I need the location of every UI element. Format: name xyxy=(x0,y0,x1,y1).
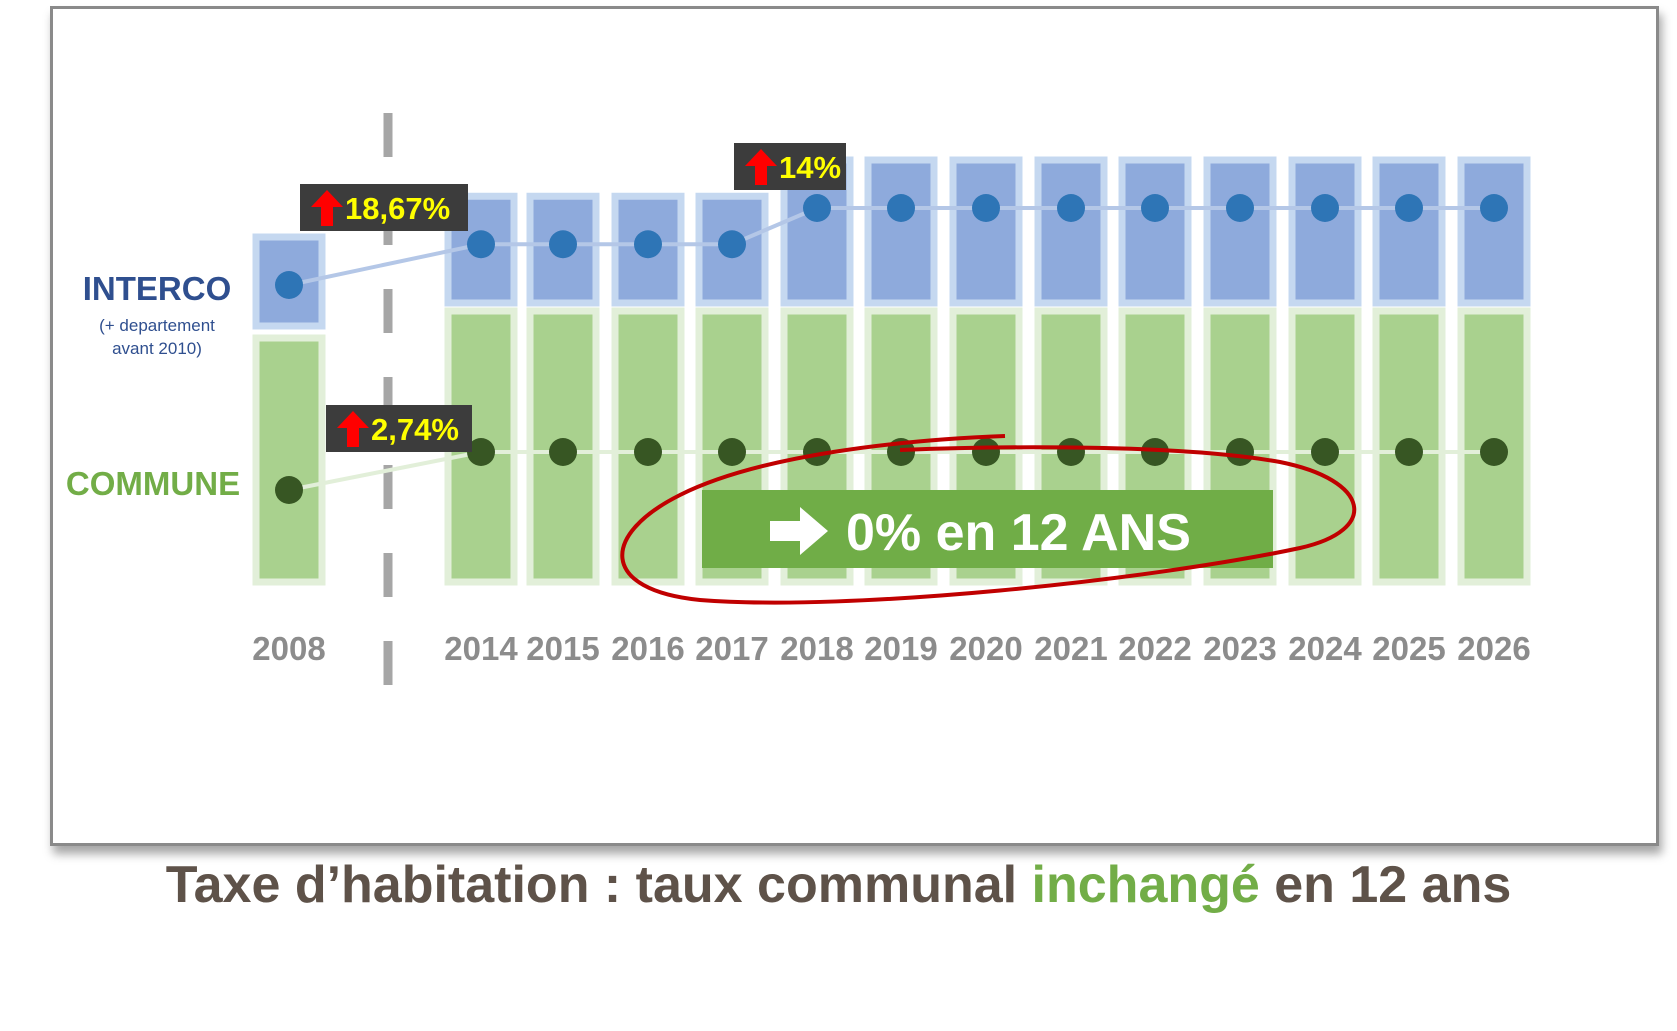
interco-bar xyxy=(1203,156,1277,307)
interco-point xyxy=(718,230,746,259)
caption-before: Taxe d’habitation : taux communal xyxy=(165,856,1032,914)
series-label-interco: INTERCO xyxy=(83,270,232,307)
year-label: 2024 xyxy=(1288,630,1362,667)
year-label: 2025 xyxy=(1372,630,1445,667)
commune-point xyxy=(549,438,577,466)
commune-line xyxy=(288,450,1494,492)
interco-point xyxy=(1395,194,1423,222)
commune-point xyxy=(1395,438,1423,466)
interco-bar xyxy=(1288,156,1362,307)
interco-point xyxy=(887,194,915,222)
interco-bar xyxy=(695,192,769,307)
interco-point xyxy=(634,230,662,259)
year-label: 2016 xyxy=(611,630,684,667)
caption-after: en 12 ans xyxy=(1259,856,1512,914)
interco-point xyxy=(1480,194,1508,222)
callout: 0% en 12 ANS xyxy=(702,490,1273,568)
series-note-interco: (+ departement xyxy=(99,316,215,335)
caption: Taxe d’habitation : taux communal inchan… xyxy=(0,855,1677,915)
year-label: 2018 xyxy=(780,630,853,667)
up-arrow-icon xyxy=(311,190,343,226)
up-arrow-icon xyxy=(745,149,777,185)
commune-bar xyxy=(1372,307,1446,586)
interco-point xyxy=(549,230,577,259)
commune-point xyxy=(275,476,303,504)
series-note-interco-2: avant 2010) xyxy=(112,339,202,358)
commune-bar xyxy=(252,334,326,586)
interco-bar xyxy=(1118,156,1192,307)
commune-point xyxy=(634,438,662,466)
badge-background xyxy=(734,143,846,190)
interco-bar xyxy=(949,156,1023,307)
commune-point xyxy=(803,438,831,466)
interco-bar xyxy=(864,156,938,307)
badge-value: 2,74% xyxy=(371,412,459,447)
commune-point xyxy=(1226,438,1254,466)
year-label: 2026 xyxy=(1457,630,1530,667)
increase-badge: 2,74% xyxy=(326,405,472,452)
highlight-ellipse xyxy=(620,434,1357,605)
year-label: 2014 xyxy=(444,630,518,667)
interco-point xyxy=(1141,194,1169,222)
commune-point xyxy=(1480,438,1508,466)
interco-point xyxy=(1057,194,1085,222)
interco-point xyxy=(1226,194,1254,222)
year-label: 2008 xyxy=(252,630,325,667)
interco-bar xyxy=(1372,156,1446,307)
increase-badge: 18,67% xyxy=(300,184,468,231)
badge-value: 14% xyxy=(779,150,841,185)
year-label: 2021 xyxy=(1034,630,1107,667)
interco-bar xyxy=(1457,156,1531,307)
commune-point xyxy=(1141,438,1169,466)
interco-point xyxy=(972,194,1000,222)
year-label: 2017 xyxy=(695,630,768,667)
interco-line xyxy=(288,206,1494,287)
right-arrow-icon xyxy=(770,507,828,555)
year-label: 2023 xyxy=(1203,630,1276,667)
commune-point xyxy=(1057,438,1085,466)
up-arrow-icon xyxy=(337,411,369,447)
interco-point xyxy=(803,194,831,222)
commune-point xyxy=(972,438,1000,466)
series-label-commune: COMMUNE xyxy=(66,465,240,502)
commune-point xyxy=(467,438,495,466)
caption-highlight: inchangé xyxy=(1031,856,1260,914)
interco-point xyxy=(275,271,303,299)
year-label: 2019 xyxy=(864,630,937,667)
year-label: 2015 xyxy=(526,630,599,667)
interco-bar xyxy=(1034,156,1108,307)
interco-point xyxy=(467,230,495,259)
year-label: 2022 xyxy=(1118,630,1191,667)
badge-value: 18,67% xyxy=(345,191,450,226)
chart: 2008 2014 2015 2016 2017 2018 2019 2020 2021 2022… xyxy=(66,113,1531,685)
year-label: 2020 xyxy=(949,630,1022,667)
increase-badge: 14% xyxy=(734,143,846,190)
callout-text: 0% en 12 ANS xyxy=(846,504,1191,562)
commune-point xyxy=(718,438,746,466)
interco-point xyxy=(1311,194,1339,222)
commune-point xyxy=(1311,438,1339,466)
